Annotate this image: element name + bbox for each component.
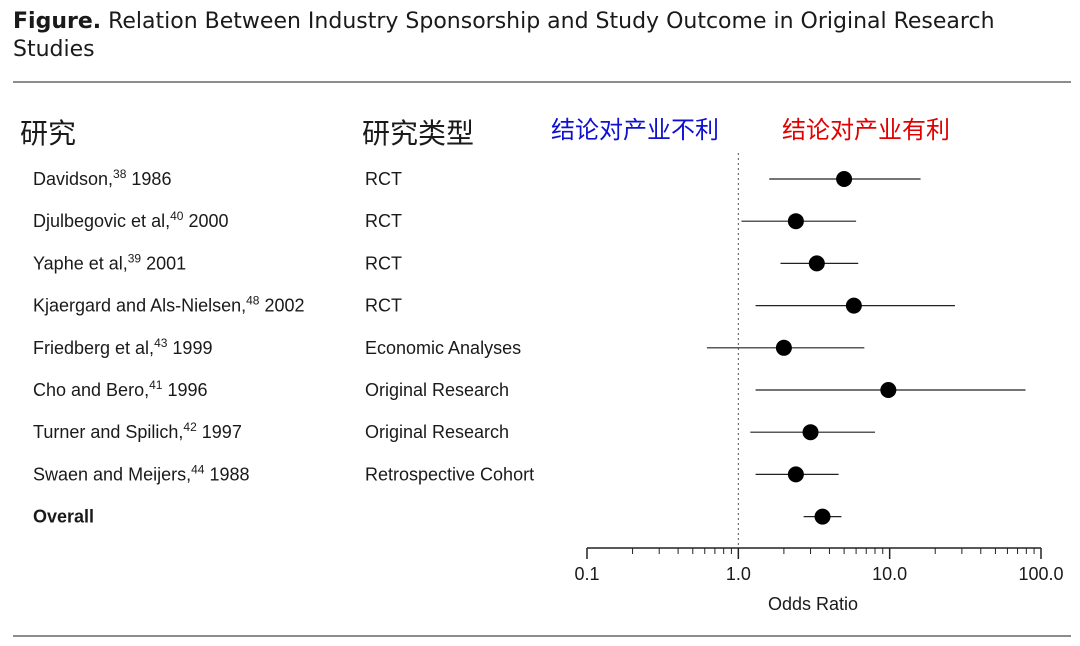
study-label: Turner and Spilich,42 1997 <box>33 420 242 442</box>
odds-ratio-point <box>880 382 897 398</box>
x-tick-label: 1.0 <box>726 564 751 584</box>
study-type: Original Research <box>365 380 509 400</box>
study-label: Djulbegovic et al,40 2000 <box>33 209 228 231</box>
study-name: Friedberg et al, <box>33 338 154 358</box>
study-name: Kjaergard and Als-Nielsen, <box>33 296 246 316</box>
study-name: Davidson, <box>33 169 113 189</box>
study-year: 1996 <box>162 380 207 400</box>
study-name: Yaphe et al, <box>33 253 128 273</box>
study-ref: 41 <box>149 378 163 392</box>
study-type: Economic Analyses <box>365 338 521 358</box>
odds-ratio-point <box>787 466 804 483</box>
study-label: Friedberg et al,43 1999 <box>33 336 212 358</box>
study-year: 1999 <box>167 338 212 358</box>
odds-ratio-point <box>814 508 831 525</box>
study-year: 1986 <box>126 169 171 189</box>
study-ref: 43 <box>154 336 168 350</box>
x-axis: 0.1 1.0 10.0 100.0 <box>574 547 1064 584</box>
study-label: Kjaergard and Als-Nielsen,48 2002 <box>33 294 305 316</box>
x-axis-label: Odds Ratio <box>768 594 858 614</box>
header-favorable: 结论对产业有利 <box>782 116 950 144</box>
forest-marks <box>706 153 1026 548</box>
study-label: Yaphe et al,39 2001 <box>33 251 186 273</box>
study-type: RCT <box>365 296 402 316</box>
study-year: 2002 <box>259 296 304 316</box>
study-type: Original Research <box>365 422 509 442</box>
header-unfavorable: 结论对产业不利 <box>551 116 719 144</box>
study-name: Swaen and Meijers, <box>33 464 191 484</box>
study-ref: 48 <box>246 294 260 308</box>
study-year: 1997 <box>197 422 242 442</box>
odds-ratio-point <box>775 339 792 356</box>
figure-title-lead: Figure. <box>13 9 102 34</box>
study-name: Cho and Bero, <box>33 380 149 400</box>
top-rule <box>13 81 1071 83</box>
study-label: Cho and Bero,41 1996 <box>33 378 207 400</box>
study-label: Overall <box>33 507 94 527</box>
study-type: RCT <box>365 253 402 273</box>
study-label: Davidson,38 1986 <box>33 167 171 189</box>
odds-ratio-point <box>802 424 819 441</box>
header-study: 研究 <box>20 117 76 150</box>
study-name: Turner and Spilich, <box>33 422 183 442</box>
x-tick-label: 10.0 <box>872 564 907 584</box>
study-ref: 40 <box>170 209 184 223</box>
odds-ratio-point <box>845 297 862 314</box>
study-year: 1988 <box>204 464 249 484</box>
study-type: Retrospective Cohort <box>365 464 534 484</box>
study-ref: 42 <box>183 420 197 434</box>
odds-ratio-point <box>787 213 804 230</box>
x-tick-label: 0.1 <box>574 564 599 584</box>
study-ref: 39 <box>128 251 142 265</box>
study-rows: Davidson,38 1986 RCT Djulbegovic et al,40 … <box>33 167 534 527</box>
figure-title-text: Relation Between Industry Sponsorship an… <box>13 9 995 62</box>
study-year: 2001 <box>141 253 186 273</box>
header-study-type: 研究类型 <box>362 117 474 150</box>
odds-ratio-point <box>836 171 853 187</box>
study-name: Overall <box>33 507 94 527</box>
odds-ratio-point <box>808 255 825 272</box>
study-label: Swaen and Meijers,44 1988 <box>33 462 250 484</box>
study-ref: 38 <box>113 167 127 181</box>
study-type: RCT <box>365 211 402 231</box>
x-tick-label: 100.0 <box>1018 564 1063 584</box>
bottom-rule <box>13 635 1071 637</box>
study-type: RCT <box>365 169 402 189</box>
study-year: 2000 <box>183 211 228 231</box>
study-name: Djulbegovic et al, <box>33 211 170 231</box>
figure-title: Figure. Relation Between Industry Sponso… <box>13 8 1053 64</box>
study-ref: 44 <box>191 462 205 476</box>
